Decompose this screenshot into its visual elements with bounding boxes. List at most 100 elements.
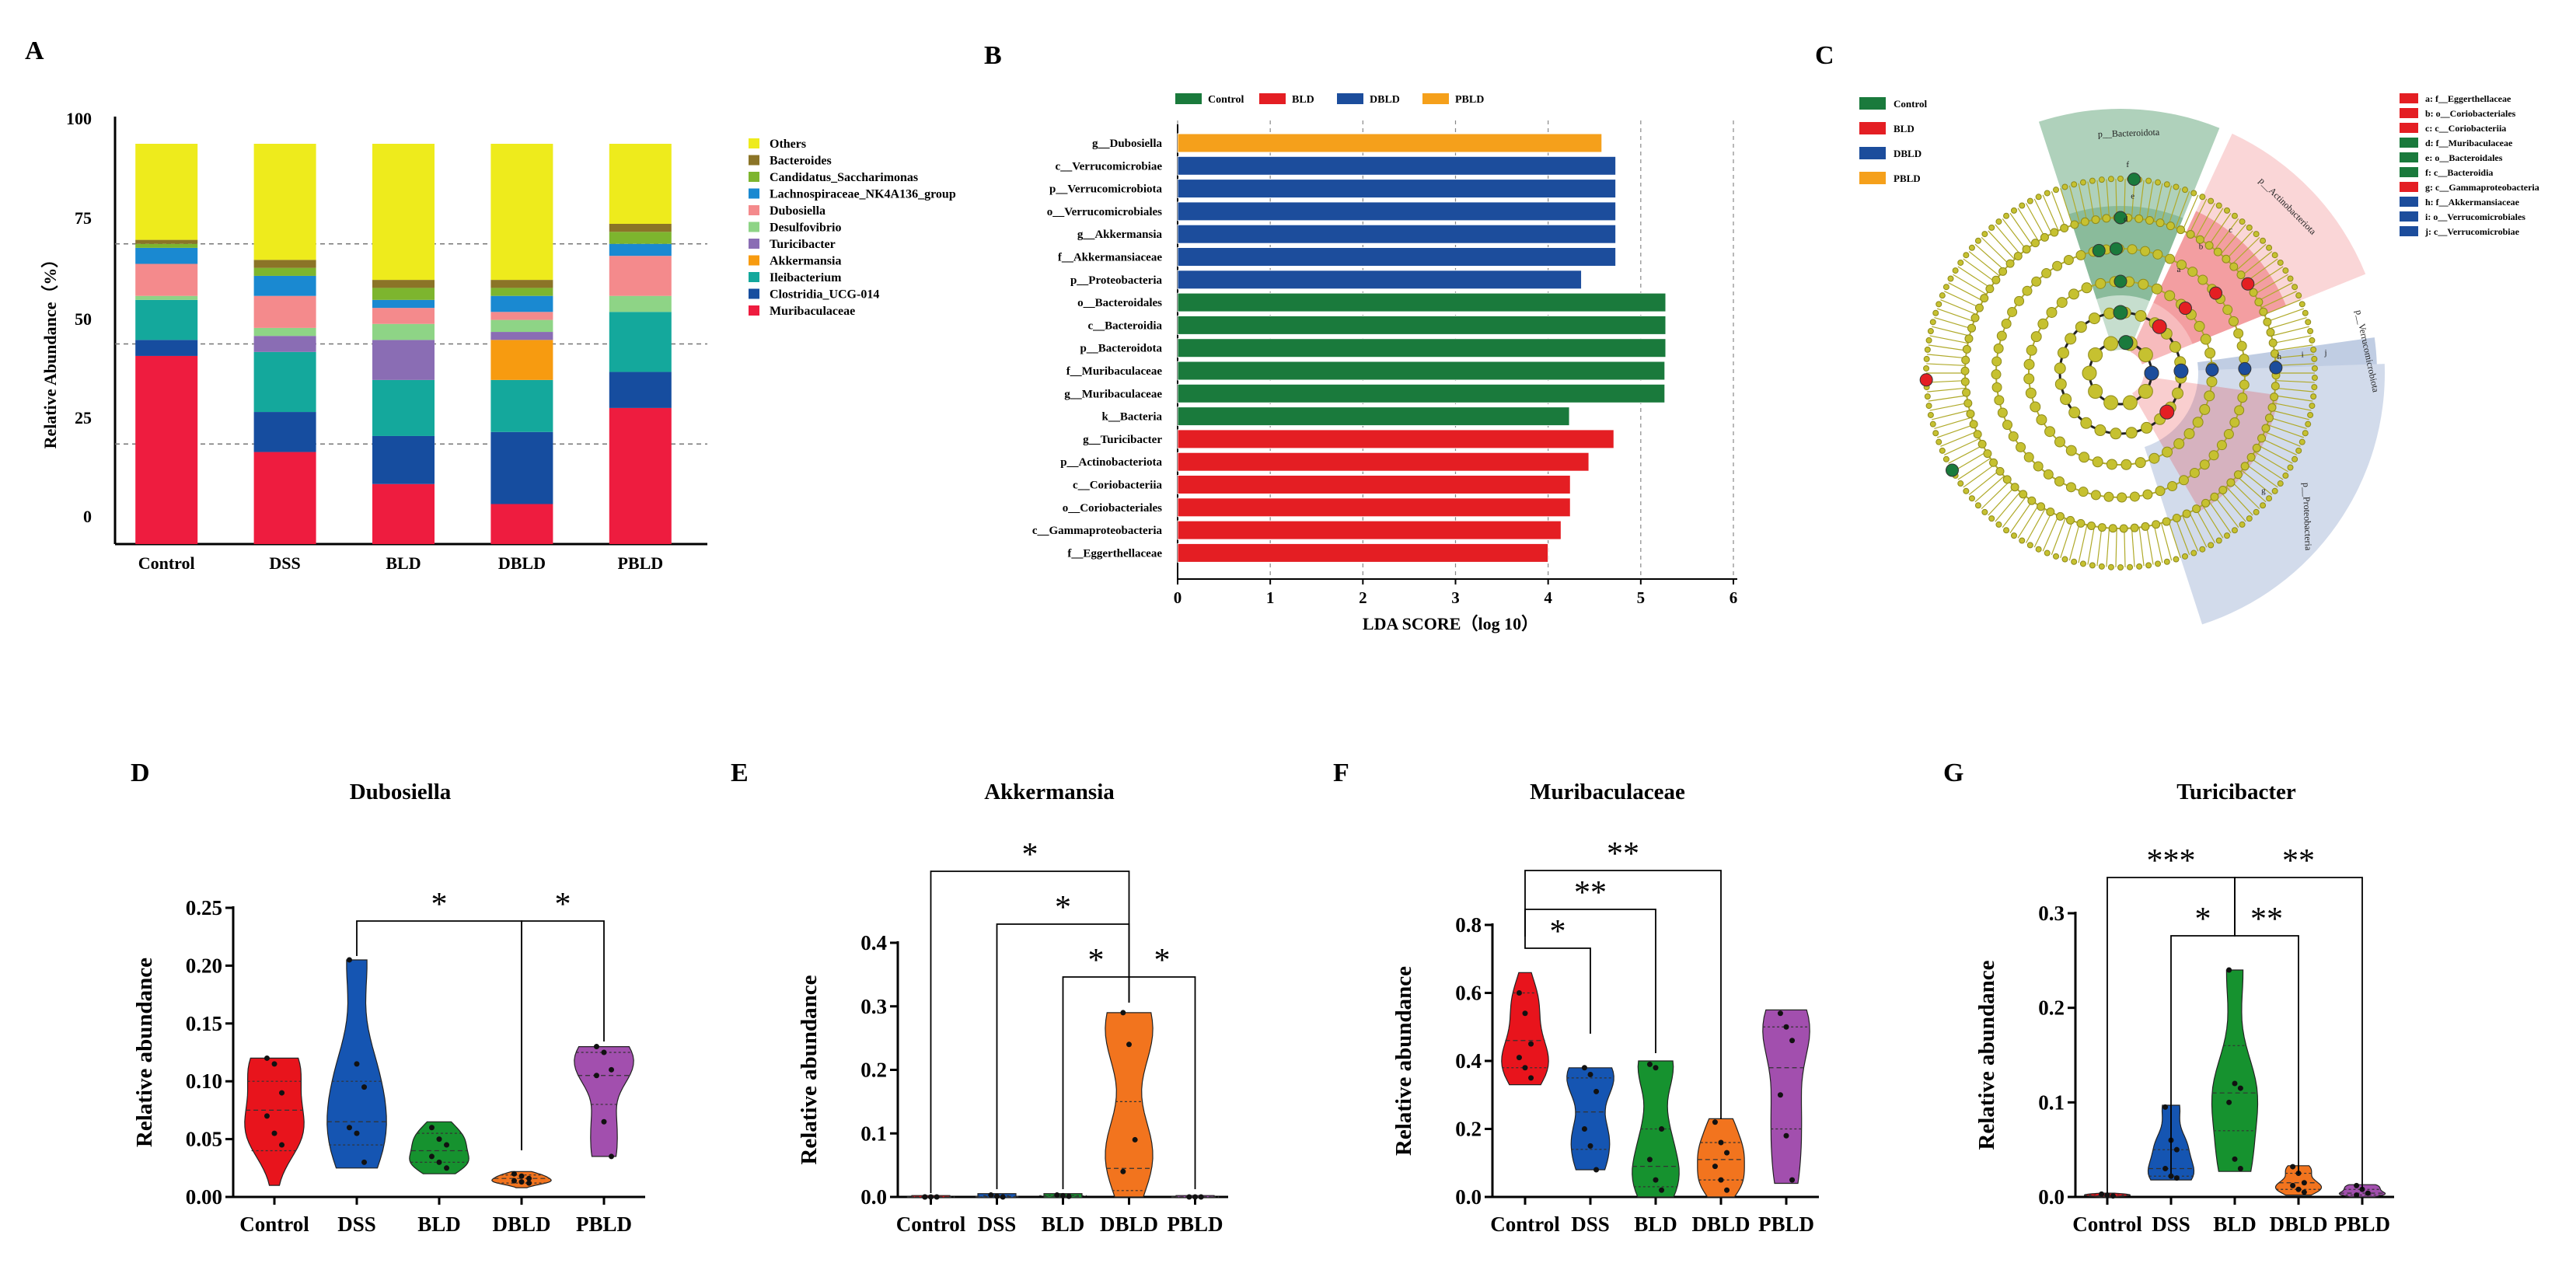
- c-node: [2204, 390, 2215, 402]
- a-legend-swatch: [749, 255, 759, 266]
- c-node: [2138, 384, 2153, 399]
- c-node: [2138, 278, 2149, 290]
- b-xtick-label: 4: [1544, 588, 1552, 607]
- violin-data-point: [2110, 1193, 2116, 1199]
- c-node: [2257, 434, 2267, 443]
- c-node: [1962, 388, 1971, 397]
- c-biomarker-node: [2113, 305, 2128, 320]
- c-branch: [2254, 274, 2288, 295]
- violin-data-point: [922, 1194, 928, 1200]
- a-bar-segment: [372, 308, 435, 324]
- c-node: [1939, 447, 1946, 454]
- c-node: [1981, 231, 1988, 238]
- b-xtick-label: 3: [1451, 588, 1460, 607]
- c-node: [2013, 252, 2023, 261]
- c-node: [2152, 520, 2161, 529]
- c-node: [1923, 365, 1930, 372]
- c-node: [2253, 508, 2260, 515]
- c-node: [2050, 228, 2059, 237]
- c-legend-swatch: [1859, 122, 1886, 134]
- c-node: [2261, 424, 2271, 433]
- c-node: [1957, 480, 1964, 487]
- c-node: [2054, 362, 2066, 375]
- violin-ytick-label: 0.00: [186, 1185, 222, 1209]
- c-clade-label: c: c__Coriobacteriia: [2425, 123, 2506, 134]
- c-branch: [1957, 266, 1991, 288]
- violin-ytick-label: 0.1: [860, 1122, 887, 1145]
- c-node: [2165, 253, 2176, 264]
- c-node: [2026, 344, 2037, 356]
- violin-ytick-label: 0.0: [2038, 1185, 2065, 1209]
- c-clade-swatch: [2400, 152, 2418, 162]
- c-branch: [2274, 344, 2313, 351]
- c-sector-proteobacteria: [2144, 364, 2386, 625]
- b-bar-label: c__Coriobacteriia: [1073, 480, 1162, 492]
- significance-stars: **: [2250, 902, 2283, 937]
- c-node: [1924, 346, 1931, 353]
- c-node: [2103, 395, 2119, 410]
- violin-ytick-label: 0.15: [186, 1012, 222, 1035]
- c-node-letter: c: [2229, 225, 2232, 235]
- a-bar-segment: [253, 260, 316, 268]
- a-bar-segment: [609, 243, 672, 256]
- violin-ytick-label: 0.0: [860, 1185, 887, 1209]
- significance-bracket: [930, 871, 1130, 1193]
- violin-ytick-label: 0.2: [860, 1059, 887, 1082]
- violin-data-point: [354, 1061, 360, 1067]
- violin-data-point: [928, 1194, 934, 1200]
- a-bar-segment: [609, 144, 672, 224]
- c-branch: [2068, 522, 2081, 561]
- c-node: [2098, 563, 2105, 570]
- violin-data-point: [1132, 1136, 1138, 1143]
- c-node: [1991, 275, 2001, 284]
- c-node: [2266, 244, 2273, 251]
- c-branch: [2267, 308, 2305, 323]
- significance-stars: *: [1550, 914, 1566, 950]
- c-branch: [2208, 212, 2232, 246]
- a-bar-segment: [135, 295, 198, 300]
- c-node: [2204, 241, 2214, 250]
- violin-data-point: [1066, 1193, 1072, 1199]
- violin-data-point: [1587, 1143, 1593, 1149]
- c-biomarker-node: [1945, 463, 1959, 477]
- a-bar-segment: [372, 340, 435, 380]
- c-node: [2079, 560, 2086, 567]
- c-node: [2199, 194, 2206, 201]
- c-node: [2169, 340, 2181, 353]
- violin-body: [409, 1121, 469, 1174]
- c-branch: [1932, 326, 1970, 337]
- c-node: [2263, 317, 2272, 326]
- c-branch: [1940, 431, 1977, 447]
- violin-data-point: [354, 1130, 360, 1136]
- violin-panel-label: F: [1333, 759, 1349, 787]
- significance-bracket: [1128, 976, 1196, 1189]
- c-node-letter: j: [2323, 348, 2326, 358]
- c-node: [2282, 267, 2289, 274]
- violin-data-point: [279, 1090, 285, 1096]
- c-node: [2192, 417, 2204, 428]
- c-branch: [2273, 335, 2312, 344]
- violin-ylabel: Relative abundance: [132, 958, 157, 1147]
- b-lda-bar: [1177, 383, 1666, 403]
- significance-stars: ***: [2147, 843, 2196, 879]
- violin-ytick-label: 0.3: [2038, 902, 2065, 925]
- c-node: [2215, 537, 2222, 544]
- a-bar-segment: [372, 323, 435, 340]
- a-legend-label: Dubosiella: [770, 204, 826, 218]
- b-xtick-label: 5: [1637, 588, 1646, 607]
- c-node: [1927, 328, 1934, 335]
- c-node: [2010, 483, 2019, 492]
- c-biomarker-node: [2118, 335, 2134, 351]
- c-branch: [2195, 203, 2216, 238]
- c-node: [2222, 254, 2231, 263]
- c-branch: [2264, 431, 2301, 447]
- c-branch: [2096, 527, 2103, 567]
- c-node: [2302, 430, 2309, 437]
- c-node: [2271, 252, 2278, 259]
- c-branch: [1981, 236, 2010, 265]
- c-node: [2302, 309, 2309, 316]
- c-branch: [2146, 181, 2154, 220]
- violin-data-point: [1653, 1177, 1659, 1183]
- c-node: [2311, 365, 2318, 372]
- violin-xtick-label: Control: [1490, 1212, 1560, 1236]
